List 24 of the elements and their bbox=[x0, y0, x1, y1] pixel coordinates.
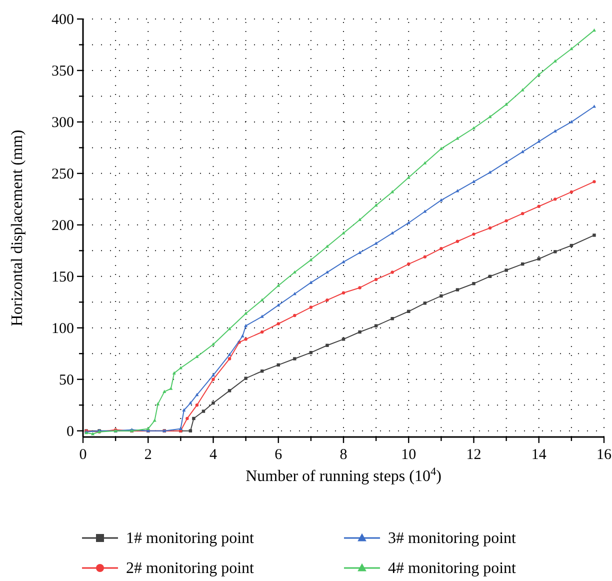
x-tick-label: 10 bbox=[401, 447, 416, 463]
x-tick-label: 4 bbox=[210, 447, 218, 463]
y-tick-label: 100 bbox=[52, 320, 74, 337]
y-tick-label: 400 bbox=[52, 12, 74, 28]
y-tick-label: 300 bbox=[52, 114, 74, 131]
legend-label: 1# monitoring point bbox=[126, 530, 255, 547]
x-axis-title: Number of running steps (10$^{4}$) bbox=[246, 466, 442, 485]
y-tick-label: 250 bbox=[52, 166, 74, 182]
x-tick-label: 14 bbox=[531, 447, 547, 463]
x-tick-label: 0 bbox=[79, 447, 87, 463]
x-tick-label: 16 bbox=[596, 447, 612, 463]
legend-label: 4# monitoring point bbox=[388, 560, 517, 577]
x-tick-label: 12 bbox=[466, 447, 482, 463]
y-tick-label: 200 bbox=[52, 218, 74, 234]
y-axis-title: Horizontal displacement (mm) bbox=[9, 130, 26, 326]
x-tick-label: 2 bbox=[144, 447, 152, 463]
x-tick-label: 6 bbox=[274, 447, 283, 463]
x-tick-label: 8 bbox=[340, 447, 348, 463]
y-tick-label: 0 bbox=[66, 424, 74, 440]
legend-label: 3# monitoring point bbox=[388, 530, 517, 547]
legend-label: 2# monitoring point bbox=[126, 560, 255, 577]
y-tick-label: 50 bbox=[59, 372, 74, 388]
y-tick-label: 150 bbox=[52, 269, 74, 286]
y-tick-label: 350 bbox=[52, 63, 74, 80]
